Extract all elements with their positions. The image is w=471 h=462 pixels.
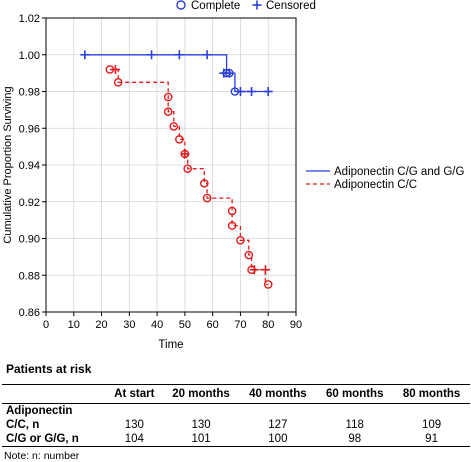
table-cell: 100 <box>239 432 317 447</box>
complete-marker <box>163 92 173 102</box>
x-tick-label: 80 <box>262 319 274 331</box>
table-cell: 118 <box>345 419 364 431</box>
x-tick-label: 30 <box>123 319 135 331</box>
y-tick-label: 0.88 <box>19 270 40 282</box>
table-row: C/G or G/G, n 104 101 100 98 91 <box>2 432 470 447</box>
header-60-months: 60 months <box>316 384 394 404</box>
complete-marker <box>244 250 254 260</box>
complete-marker <box>227 206 237 216</box>
x-tick-label: 50 <box>179 319 191 331</box>
complete-marker <box>200 179 209 188</box>
y-tick-label: 1.02 <box>19 13 40 25</box>
table-row: C/C, n 130 130 127 118 109 <box>2 418 470 432</box>
row-label: C/G or G/G, n <box>2 432 106 447</box>
x-tick-label: 10 <box>68 319 80 331</box>
x-tick-label: 0 <box>43 319 49 331</box>
row-label: C/C, n <box>6 419 40 431</box>
complete-marker <box>113 78 123 87</box>
series-1 <box>105 64 273 289</box>
table-note: Note: n: number <box>4 450 80 462</box>
x-tick-label: 90 <box>290 319 302 331</box>
complete-marker <box>202 193 212 203</box>
y-axis-label: Cumulative Proportion Surviving <box>2 86 14 243</box>
table-cell: 91 <box>393 432 470 447</box>
complete-marker <box>163 107 173 117</box>
grid-lines <box>45 17 297 313</box>
legend-top: Complete Censored <box>176 0 316 12</box>
y-tick-label: 0.92 <box>19 197 40 209</box>
table-cell: 98 <box>316 432 394 447</box>
header-blank <box>2 384 106 404</box>
risk-table-title: Patients at risk <box>6 362 92 376</box>
complete-marker <box>175 134 184 144</box>
header-40-months: 40 months <box>239 384 317 404</box>
risk-table: At start 20 months 40 months 60 months 8… <box>2 384 470 447</box>
x-tick-label: 40 <box>151 319 163 331</box>
legend-series-label: Adiponectin C/C <box>334 179 417 191</box>
table-cell: 109 <box>421 419 442 431</box>
group-row: Adiponectin <box>2 404 470 419</box>
header-at-start: At start <box>106 384 163 404</box>
axis-ticks: 0 10 20 30 40 50 60 70 80 90 0.86 0.88 0.90 0.92 0.94 0… <box>19 13 303 331</box>
series-0 <box>80 50 273 96</box>
x-axis-label: Time <box>158 339 183 351</box>
survival-chart: 0 10 20 30 40 50 60 70 80 90 0.86 0.88 0.90 0.92 0.94 0… <box>2 0 464 351</box>
complete-marker <box>227 221 237 230</box>
series-layer <box>80 50 273 289</box>
x-tick-label: 60 <box>207 319 219 331</box>
y-tick-label: 1.00 <box>19 50 40 62</box>
complete-marker <box>236 236 245 245</box>
legend-complete-label: Complete <box>191 0 240 12</box>
table-cell: 104 <box>106 432 163 447</box>
series-line <box>109 68 269 286</box>
y-tick-label: 0.94 <box>19 160 40 172</box>
header-20-months: 20 months <box>162 384 240 404</box>
table-cell: 130 <box>191 419 211 431</box>
legend-complete-marker <box>176 0 186 10</box>
y-tick-label: 0.98 <box>19 87 40 99</box>
risk-table-header-row: At start 20 months 40 months 60 months 8… <box>2 384 470 404</box>
header-80-months: 80 months <box>393 384 470 404</box>
table-cell: 130 <box>124 419 144 431</box>
legend-series-label: Adiponectin C/G and G/G <box>334 166 464 178</box>
x-tick-label: 70 <box>234 319 246 331</box>
y-tick-label: 0.90 <box>19 234 40 246</box>
legend-censored-label: Censored <box>266 0 316 12</box>
complete-marker <box>169 122 179 131</box>
table-cell: 101 <box>162 432 240 447</box>
x-tick-label: 20 <box>95 319 107 331</box>
y-tick-label: 0.86 <box>19 307 40 319</box>
y-tick-label: 0.96 <box>19 123 40 135</box>
table-cell: 127 <box>268 419 288 431</box>
group-label: Adiponectin <box>6 405 73 417</box>
complete-marker <box>263 280 273 289</box>
complete-marker <box>183 164 192 173</box>
